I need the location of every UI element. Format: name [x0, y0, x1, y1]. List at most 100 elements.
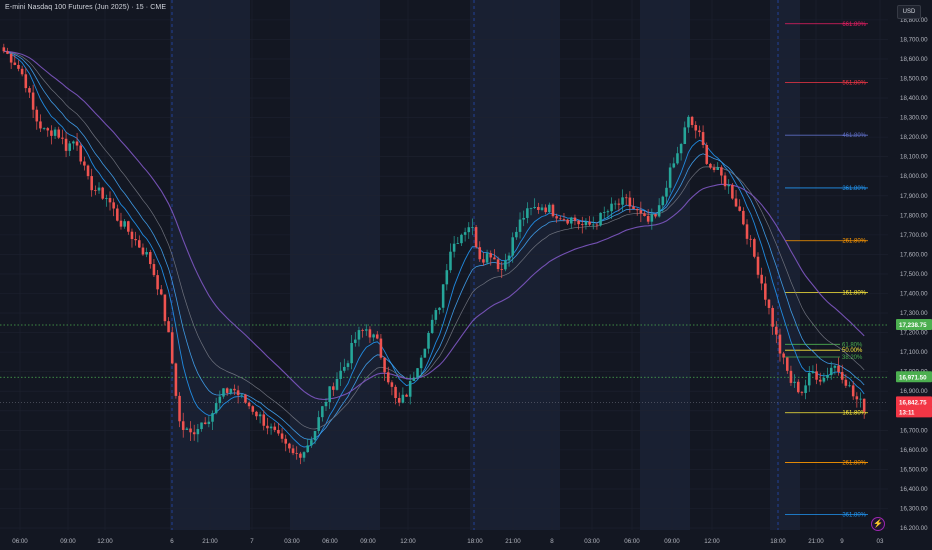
price-badge: [896, 396, 932, 408]
candle-body: [53, 129, 57, 136]
candle-body: [185, 428, 189, 430]
candle-body: [434, 310, 438, 320]
candle-body: [595, 224, 599, 226]
moving-average-line: [3, 50, 865, 440]
candle-body: [291, 448, 295, 454]
candle-body: [591, 224, 595, 226]
candle-body: [635, 208, 639, 211]
currency-button[interactable]: USD: [897, 5, 921, 19]
price-tick-label: 17,900.00: [900, 193, 928, 200]
candle-body: [851, 385, 855, 397]
candle-body: [174, 363, 178, 396]
candle-body: [236, 390, 240, 396]
candle-body: [240, 394, 244, 396]
price-tick-label: 17,800.00: [900, 212, 928, 219]
fib-label: 661.80%: [842, 22, 866, 28]
time-tick-label: 03:00: [584, 538, 600, 545]
price-tick-label: 18,500.00: [900, 76, 928, 83]
candle-body: [767, 299, 771, 308]
candle-body: [738, 206, 741, 211]
candle-body: [683, 127, 687, 145]
time-tick-label: 12:00: [400, 538, 416, 545]
candle-body: [321, 406, 324, 418]
candle-body: [661, 196, 665, 206]
candle-body: [317, 417, 320, 431]
candle-body: [690, 116, 694, 125]
candle-body: [9, 53, 13, 63]
candle-body: [218, 396, 222, 404]
candle-body: [306, 445, 309, 453]
price-tick-label: 16,700.00: [900, 427, 928, 434]
candle-body: [42, 128, 46, 129]
tradingview-lightning-icon[interactable]: ⚡: [871, 517, 885, 531]
candle-body: [818, 379, 822, 382]
session-bands: [170, 0, 800, 530]
candle-body: [35, 109, 39, 122]
candle-body: [646, 216, 650, 222]
time-tick-label: 03: [877, 538, 884, 545]
candle-body: [145, 252, 148, 255]
candle-body: [694, 124, 698, 131]
candle-body: [731, 184, 734, 199]
candle-body: [701, 132, 705, 145]
candle-body: [200, 422, 203, 430]
candle-body: [225, 388, 229, 393]
moving-average-line: [3, 50, 865, 430]
candle-body: [793, 381, 796, 383]
candlesticks: [2, 43, 866, 465]
candle-body: [650, 214, 654, 222]
candle-body: [471, 227, 474, 228]
candle-body: [101, 187, 104, 199]
candle-body: [837, 365, 840, 373]
price-tick-label: 17,700.00: [900, 232, 928, 239]
fibonacci-levels: 661.80% 561.80% 461.80% 361.80% 261.80% 161.8…: [785, 22, 868, 518]
candle-body: [24, 74, 28, 89]
candle-body: [720, 167, 723, 176]
price-axis[interactable]: 18,800.00 18,700.00 18,600.00 18,500.00 18,4…: [888, 0, 932, 550]
candle-body: [460, 234, 463, 244]
candle-body: [262, 414, 266, 426]
candle-body: [178, 395, 181, 422]
candle-body: [775, 326, 778, 335]
candle-body: [712, 167, 716, 170]
candle-body: [427, 332, 430, 349]
price-badge: [896, 319, 932, 331]
candle-body: [478, 247, 482, 260]
candle-body: [83, 161, 86, 166]
candle-body: [295, 453, 298, 454]
candle-body: [756, 256, 760, 275]
candle-body: [31, 92, 35, 110]
fib-label: 461.80%: [842, 133, 866, 139]
candle-body: [72, 141, 75, 144]
candle-body: [764, 283, 767, 300]
time-tick-label: 06:00: [12, 538, 28, 545]
candle-body: [57, 129, 61, 138]
candle-body: [529, 208, 533, 209]
time-axis[interactable]: 06:00 09:00 12:00 6 21:00 7 03:00 06:00 09:00 12:…: [0, 530, 932, 550]
symbol-title[interactable]: E-mini Nasdaq 100 Futures (Jun 2025) · 1…: [5, 4, 167, 11]
candle-body: [504, 260, 507, 270]
candle-body: [284, 438, 288, 444]
candle-body: [826, 375, 829, 378]
candle-body: [86, 165, 90, 177]
candle-body: [222, 388, 225, 397]
candle-body: [639, 210, 643, 214]
candle-body: [375, 334, 379, 339]
candle-body: [848, 385, 851, 387]
candle-body: [299, 453, 302, 458]
candle-body: [159, 289, 163, 295]
candle-body: [500, 269, 504, 270]
candle-body: [807, 372, 811, 386]
price-tick-label: 18,000.00: [900, 173, 928, 180]
candle-body: [394, 386, 397, 399]
time-tick-label: 6: [170, 538, 174, 545]
candle-body: [789, 370, 793, 383]
candle-body: [94, 190, 97, 191]
candle-body: [50, 130, 53, 136]
candle-body: [782, 353, 785, 358]
candle-body: [441, 284, 445, 308]
chart-grid: [0, 0, 888, 530]
time-tick-label: 03:00: [284, 538, 300, 545]
candle-body: [112, 202, 115, 209]
